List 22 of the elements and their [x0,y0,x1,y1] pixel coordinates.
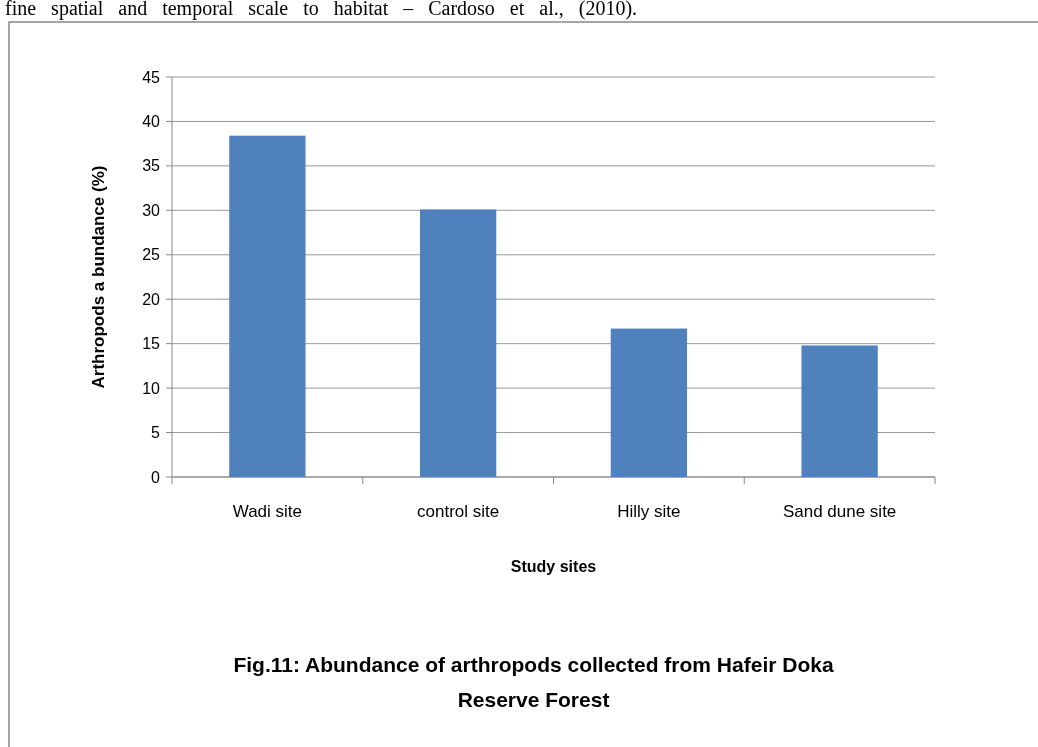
bar [419,209,497,477]
text: fine spatial and temporal scale to habitat – Cardoso et al., (2010). [5,0,638,20]
text: Fig.11: Abundance of arthropods collected from Hafeir Doka Reserve Forest [233,653,834,711]
y-axis-title: Arthropods a bundance (%) [89,165,108,389]
x-tick-label: control site [417,502,500,521]
bar [801,345,878,477]
y-tick-label: 0 [151,468,161,486]
y-tick-label: 30 [142,201,161,219]
y-tick-label: 20 [142,290,161,308]
x-tick-label: Hilly site [617,502,681,521]
y-tick-label: 15 [142,335,161,353]
y-tick-label: 45 [142,68,161,86]
bar [229,135,306,477]
x-tick-label: Sand dune site [782,502,897,521]
y-tick-label: 35 [142,157,161,175]
y-tick-label: 25 [142,246,161,264]
x-tick-label: Wadi site [232,502,303,521]
x-axis-title: Study sites [510,558,597,575]
y-tick-label: 5 [151,424,161,442]
y-tick-label: 40 [142,113,161,131]
y-tick-label: 10 [142,379,161,397]
bar [610,328,688,477]
